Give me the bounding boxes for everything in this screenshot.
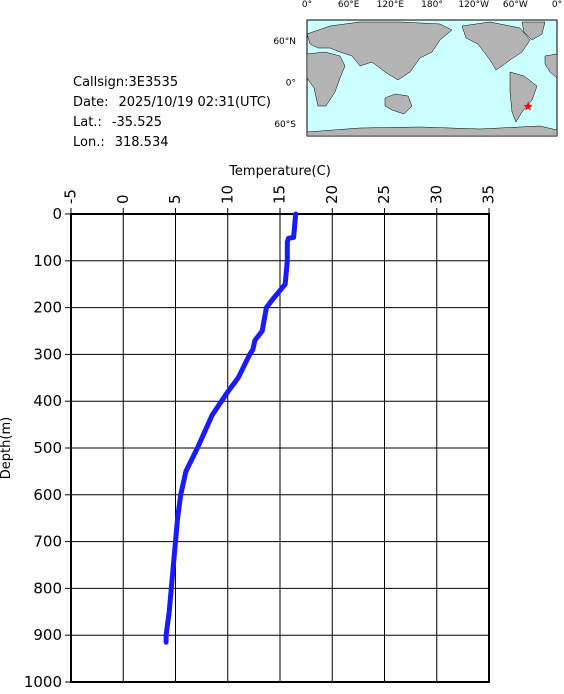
y-tick-label: 100 (33, 252, 62, 270)
eurasia (306, 21, 453, 81)
y-tick-label: 500 (33, 439, 62, 457)
callsign: Callsign:3E3535 (73, 75, 178, 90)
map-lat-label: 60°S (274, 120, 296, 130)
x-tick-label: 15 (271, 185, 289, 204)
lon-label: Lon.: (73, 135, 105, 150)
y-tick-label: 600 (33, 486, 62, 504)
greenland (521, 21, 546, 41)
profile-line (163, 211, 299, 645)
lon: Lon.: 318.534 (73, 135, 169, 150)
map-lon-label: 60°W (503, 0, 528, 10)
north-america (461, 21, 531, 71)
west-africa (544, 53, 558, 79)
x-tick-label: 25 (375, 185, 393, 204)
south-america (509, 71, 538, 123)
plot-frame (70, 213, 490, 683)
antarctica (306, 125, 558, 137)
map-lon-label: 0° (552, 0, 562, 10)
y-tick-label: 900 (33, 626, 62, 644)
x-axis-title: Temperature(C) (228, 164, 331, 179)
station-marker (523, 101, 533, 111)
x-tick-label: 0 (114, 194, 132, 204)
australia (384, 93, 413, 115)
y-tick-label: 700 (33, 533, 62, 551)
y-tick-label: 300 (33, 345, 62, 363)
lon-value: 318.534 (115, 135, 169, 150)
map-labels: 0° 60°E 120°E 180° 120°W 60°W 0° 60°N 0° 60°S (273, 0, 562, 130)
date-value: 2025/10/19 02:31(UTC) (118, 95, 270, 110)
x-tick-label: 5 (166, 194, 184, 204)
map-lat-label: 60°N (273, 37, 296, 47)
world-map (306, 19, 558, 137)
date-label: Date: (73, 95, 108, 110)
map-lon-label: 120°E (377, 0, 405, 10)
lat-value: -35.525 (112, 115, 162, 130)
lat-label: Lat.: (73, 115, 102, 130)
map-lon-label: 120°W (458, 0, 489, 10)
x-tick-label: 10 (218, 185, 236, 204)
y-tick-label: 1000 (24, 673, 62, 690)
y-tick-label: 0 (52, 205, 62, 223)
x-tick-label: 20 (323, 185, 341, 204)
map-lon-label: 60°E (338, 0, 360, 10)
y-axis-title: Depth(m) (0, 417, 14, 479)
y-tick-label: 200 (33, 299, 62, 317)
map-lon-label: 180° (421, 0, 443, 10)
x-tick-label: 35 (480, 185, 498, 204)
map-lon-label: 0° (302, 0, 312, 10)
lat: Lat.: -35.525 (73, 115, 162, 130)
y-tick-label: 400 (33, 392, 62, 410)
date: Date: 2025/10/19 02:31(UTC) (73, 95, 271, 110)
africa (306, 51, 346, 107)
x-tick-label: 30 (427, 185, 445, 204)
y-tick-label: 800 (33, 579, 62, 597)
x-tick-label: -5 (62, 189, 80, 204)
map-lat-label: 0° (286, 79, 296, 89)
